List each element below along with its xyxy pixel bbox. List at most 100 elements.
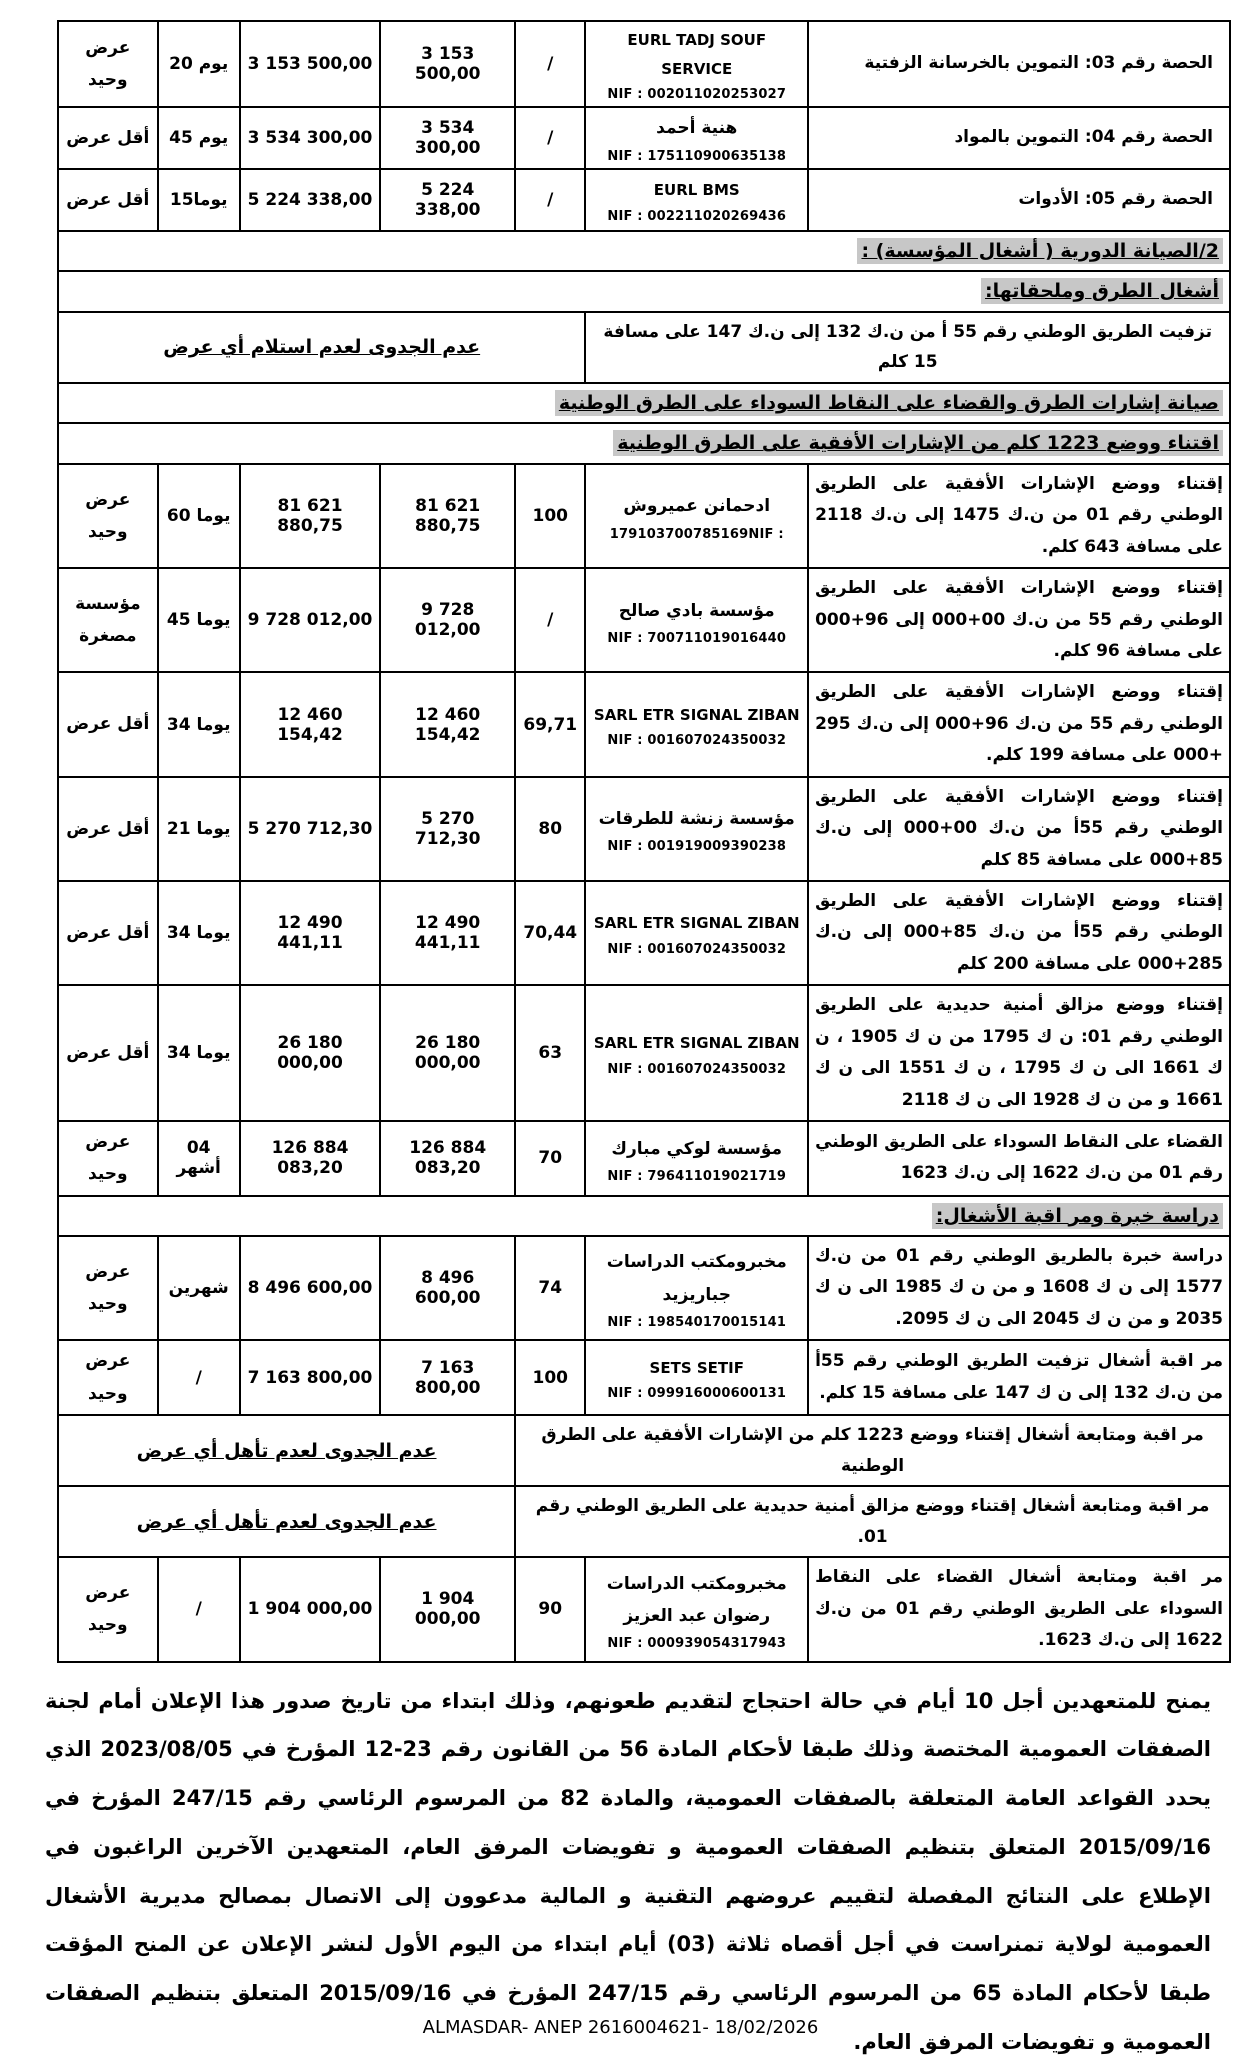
observation-cell: عرض وحيد xyxy=(57,20,159,108)
operation-description: مر اقبة أشغال تزفيت الطريق الوطني رقم 55… xyxy=(807,1339,1231,1416)
observation-cell: عرض وحيد xyxy=(57,462,159,570)
company-nif: NIF : 001607024350032 xyxy=(607,733,787,749)
observation-cell: عرض وحيد xyxy=(57,1339,159,1416)
table-row: الحصة رقم 03: التموين بالخرسانة الزفتية … xyxy=(57,20,1231,108)
amount-corrected-cell: 5 270 712,30 xyxy=(379,775,517,883)
company-nif: NIF : 000939054317943 xyxy=(607,1636,787,1652)
amount-corrected-cell: 8 496 600,00 xyxy=(379,1235,517,1342)
score-cell: 70 xyxy=(514,1120,587,1197)
company-name: ادحمانن عميروش xyxy=(623,496,771,517)
duration-cell: 20 يوم xyxy=(156,20,241,108)
score-cell: 100 xyxy=(514,462,587,570)
company-nif: NIF : 002011020253027 xyxy=(607,87,787,102)
score-cell: / xyxy=(514,567,587,674)
operation-description: مر اقبة ومتابعة أشغال إقتناء ووضع 1223 ك… xyxy=(514,1413,1231,1488)
amount-cell: 5 224 338,00 xyxy=(238,168,382,232)
table-row: الحصة رقم 04: التموين بالمواد هنية أحمد … xyxy=(57,106,1231,170)
company-name: EURL TADJ SOUF SERVICE xyxy=(627,31,767,78)
company-cell: EURL TADJ SOUF SERVICE NIF : 00201102025… xyxy=(584,20,810,108)
company-name: مؤسسة زنشة للطرقات xyxy=(598,809,795,830)
section-title: اقتناء ووضع 1223 كلم من الإشارات الأفقية… xyxy=(613,430,1223,457)
operation-description: إقتناء ووضع الإشارات الأفقية على الطريق … xyxy=(807,567,1231,674)
table-row: مر اقبة ومتابعة أشغال إقتناء ووضع مزالق … xyxy=(56,1485,1231,1559)
operation-description: مر اقبة ومتابعة أشغال إقتناء ووضع مزالق … xyxy=(514,1485,1231,1559)
amount-cell: 8 496 600,00 xyxy=(238,1235,382,1342)
amount-corrected-cell: 26 180 000,00 xyxy=(379,984,517,1123)
observation-cell: أقل عرض xyxy=(57,168,159,232)
duration-cell: 45 يوم xyxy=(156,106,241,170)
no-award-cell: عدم الجدوى لعدم تأهل أي عرض xyxy=(56,1413,517,1488)
table-row: إقتناء ووضع الإشارات الأفقية على الطريق … xyxy=(57,775,1231,883)
operation-description: مر اقبة ومتابعة أشغال القضاء على النقاط … xyxy=(807,1556,1231,1663)
score-cell: 74 xyxy=(514,1235,587,1342)
duration-cell: 21 يوما xyxy=(156,775,241,883)
score-cell: / xyxy=(514,168,587,232)
amount-cell: 1 904 000,00 xyxy=(238,1556,382,1663)
company-cell: SETS SETIF NIF : 099916000600131 xyxy=(584,1339,810,1416)
amount-corrected-cell: 7 163 800,00 xyxy=(379,1339,517,1416)
amount-corrected-cell: 1 904 000,00 xyxy=(379,1556,517,1663)
company-cell: مخبرومكتب الدراسات رضوان عبد العزيز NIF … xyxy=(584,1556,810,1663)
company-name: مؤسسة لوكي مبارك xyxy=(611,1138,783,1159)
section-title: صيانة إشارات الطرق والقضاء على النقاط ال… xyxy=(554,389,1223,416)
observation-cell: أقل عرض xyxy=(57,671,159,778)
duration-cell: 45 يوما xyxy=(156,567,241,674)
duration-cell: / xyxy=(156,1339,241,1416)
amount-corrected-cell: 9 728 012,00 xyxy=(379,567,517,674)
amount-corrected-cell: 12 490 441,11 xyxy=(379,879,517,987)
company-name: SARL ETR SIGNAL ZIBAN xyxy=(593,705,800,724)
operation-description: إقتناء ووضع الإشارات الأفقية على الطريق … xyxy=(807,775,1231,883)
amount-corrected-cell: 81 621 880,75 xyxy=(379,462,517,570)
duration-cell: 15يوما xyxy=(156,168,241,232)
amount-cell: 126 884 083,20 xyxy=(238,1120,382,1197)
company-nif: NIF : 001607024350032 xyxy=(607,1061,787,1077)
company-nif: NIF : 001607024350032 xyxy=(607,941,787,957)
score-cell: 69,71 xyxy=(514,671,587,778)
table-row: الحصة رقم 05: الأدوات EURL BMS NIF : 002… xyxy=(57,168,1231,232)
operation-description: القضاء على النقاط السوداء على الطريق الو… xyxy=(807,1120,1231,1197)
company-name: SARL ETR SIGNAL ZIBAN xyxy=(593,1034,800,1053)
company-cell: مؤسسة زنشة للطرقات NIF : 001919009390238 xyxy=(584,775,810,883)
amount-cell: 81 621 880,75 xyxy=(238,462,382,570)
company-cell: مخبرومكتب الدراسات جباريزيد NIF : 198540… xyxy=(584,1235,810,1342)
section-title: أشغال الطرق وملحقاتها: xyxy=(981,278,1223,305)
company-nif: NIF : 796411019021719 xyxy=(607,1169,787,1184)
table-row: إقتناء ووضع الإشارات الأفقية على الطريق … xyxy=(57,462,1231,570)
amount-cell: 5 270 712,30 xyxy=(238,775,382,883)
table-row: القضاء على النقاط السوداء على الطريق الو… xyxy=(57,1120,1231,1197)
observation-cell: أقل عرض xyxy=(57,106,159,170)
table-row: إقتناء ووضع الإشارات الأفقية على الطريق … xyxy=(57,567,1231,674)
score-cell: 70,44 xyxy=(514,879,587,987)
score-cell: / xyxy=(514,106,587,170)
amount-cell: 3 153 500,00 xyxy=(238,20,382,108)
table-row: دراسة خبرة بالطريق الوطني رقم 01 من ن.ك … xyxy=(57,1235,1231,1342)
no-award-cell: عدم الجدوى لعدم استلام أي عرض xyxy=(56,310,587,384)
company-cell: مؤسسة بادي صالح NIF : 700711019016440 xyxy=(584,567,810,674)
table-row: تزفيت الطريق الوطني رقم 55 أ من ن.ك 132 … xyxy=(56,310,1231,384)
no-award-cell: عدم الجدوى لعدم تأهل أي عرض xyxy=(56,1485,517,1559)
score-cell: 100 xyxy=(514,1339,587,1416)
operation-description: إقتناء ووضع الإشارات الأفقية على الطريق … xyxy=(807,671,1231,778)
duration-cell: شهرين xyxy=(156,1235,241,1342)
section-row: 2/الصيانة الدورية ( أشغال المؤسسة) : xyxy=(57,229,1231,273)
observation-cell: مؤسسة مصغرة xyxy=(57,567,159,674)
table-row: مر اقبة ومتابعة أشغال إقتناء ووضع 1223 ك… xyxy=(56,1413,1231,1488)
observation-cell: أقل عرض xyxy=(57,984,159,1123)
section-title: دراسة خبرة ومر اقبة الأشغال: xyxy=(931,1202,1223,1229)
table-row: إقتناء ووضع الإشارات الأفقية على الطريق … xyxy=(57,879,1231,987)
observation-cell: عرض وحيد xyxy=(57,1235,159,1342)
company-nif: 179103700785169NIF : xyxy=(609,526,784,542)
section-cell: أشغال الطرق وملحقاتها: xyxy=(57,270,1231,313)
amount-cell: 3 534 300,00 xyxy=(238,106,382,170)
company-cell: مؤسسة لوكي مبارك NIF : 796411019021719 xyxy=(584,1120,810,1197)
section-cell: صيانة إشارات الطرق والقضاء على النقاط ال… xyxy=(57,381,1231,425)
company-cell: ادحمانن عميروش 179103700785169NIF : xyxy=(584,462,810,570)
company-cell: SARL ETR SIGNAL ZIBAN NIF : 001607024350… xyxy=(584,984,810,1123)
lot-description: الحصة رقم 03: التموين بالخرسانة الزفتية xyxy=(807,20,1231,108)
amount-corrected-cell: 3 153 500,00 xyxy=(379,20,517,108)
company-nif: NIF : 099916000600131 xyxy=(607,1386,787,1402)
company-name: مؤسسة بادي صالح xyxy=(618,600,775,621)
duration-cell: 04 أشهر xyxy=(156,1120,241,1197)
duration-cell: 34 يوما xyxy=(156,984,241,1123)
amount-cell: 12 460 154,42 xyxy=(238,671,382,778)
